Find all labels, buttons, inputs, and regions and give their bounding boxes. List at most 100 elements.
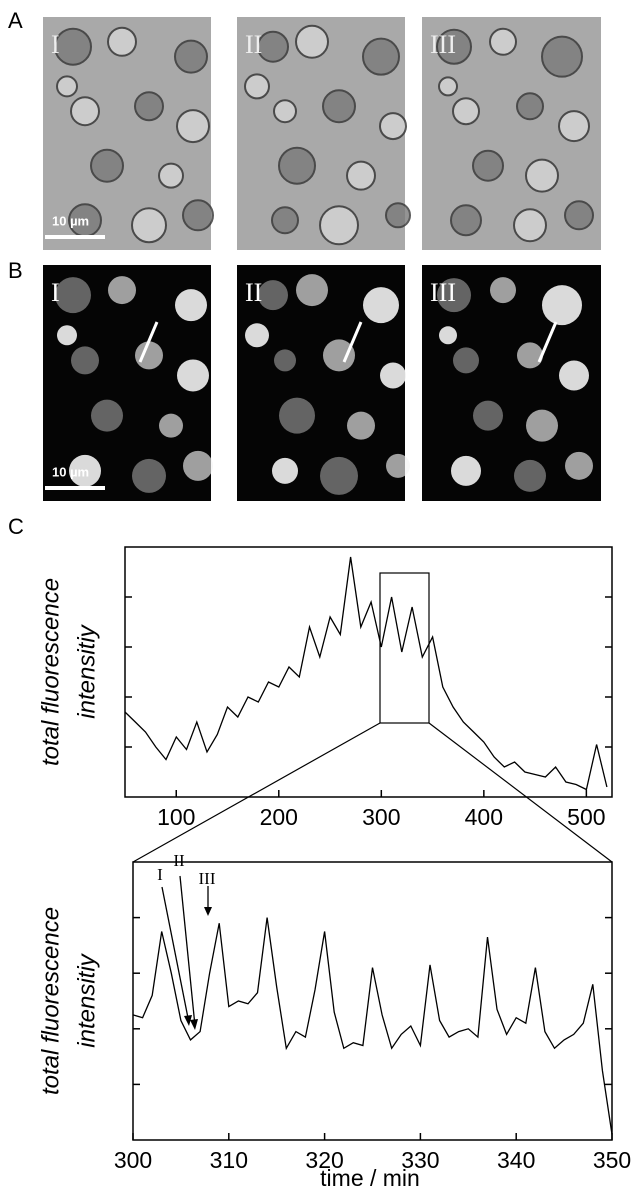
cell <box>108 276 136 305</box>
cell <box>473 400 503 431</box>
cell <box>565 451 593 480</box>
cells <box>245 274 410 495</box>
cell <box>272 457 298 484</box>
cell <box>258 280 288 311</box>
cell <box>489 27 517 56</box>
cells <box>437 277 593 492</box>
cell <box>319 205 359 246</box>
cell <box>131 207 167 244</box>
cell <box>91 399 123 432</box>
cell <box>278 146 316 185</box>
cell <box>380 362 406 389</box>
image-label: III <box>430 30 456 59</box>
cell <box>90 148 124 183</box>
image-label: I <box>51 278 60 307</box>
cell <box>323 339 355 372</box>
annotation: III <box>199 869 216 888</box>
cell <box>362 37 400 76</box>
x-tick-label: 330 <box>401 1147 439 1173</box>
data-line <box>124 556 608 791</box>
arrow <box>537 321 558 363</box>
cell <box>244 73 270 100</box>
cell <box>56 75 78 98</box>
cell <box>183 450 213 481</box>
x-tick-label: 310 <box>210 1147 248 1173</box>
cell <box>257 30 289 63</box>
panel-letter: C <box>8 514 24 539</box>
cell <box>176 109 210 144</box>
cell <box>559 360 589 391</box>
zoom-indicator <box>132 572 613 863</box>
scale-bar-label: 10 µm <box>52 464 89 479</box>
cell <box>541 35 583 78</box>
cell <box>437 278 471 313</box>
panel-letter: B <box>8 258 23 283</box>
image-label: III <box>430 278 456 307</box>
cell <box>450 204 482 237</box>
cell <box>322 89 356 124</box>
cell <box>158 162 184 189</box>
cell <box>182 199 214 232</box>
x-tick-label: 400 <box>465 804 503 830</box>
cell <box>386 453 410 478</box>
cells <box>244 24 411 246</box>
cell <box>175 289 207 322</box>
x-axis-label: time / min <box>320 1165 420 1191</box>
cells <box>54 26 214 244</box>
cell <box>453 347 479 374</box>
cell <box>517 342 543 369</box>
cell <box>295 24 329 59</box>
y-axis-label: total fluorescence <box>37 578 64 766</box>
cell <box>273 99 297 124</box>
annotation-arrows <box>161 875 209 1027</box>
cell <box>438 76 458 97</box>
cell <box>271 206 299 235</box>
cell <box>134 91 164 122</box>
x-tick-label: 500 <box>567 804 605 830</box>
plot-frame <box>132 861 613 1141</box>
cell <box>363 287 399 324</box>
annotation: II <box>173 851 185 870</box>
image-label: II <box>245 30 262 59</box>
data-line <box>132 917 613 1135</box>
y-axis-label: total fluorescence <box>37 907 64 1095</box>
cell <box>279 397 315 434</box>
cell <box>385 202 411 229</box>
arrow <box>342 321 363 363</box>
arrow <box>138 321 159 363</box>
cell <box>57 325 77 346</box>
cell <box>347 411 375 440</box>
cell <box>159 413 183 438</box>
x-tick-label: 320 <box>305 1147 343 1173</box>
cell <box>439 326 457 345</box>
cell <box>558 110 590 143</box>
arrow-heads <box>184 907 212 1030</box>
cell <box>514 459 546 492</box>
cell <box>525 158 559 193</box>
cell <box>564 200 594 231</box>
cell <box>346 160 376 191</box>
cells <box>436 27 594 243</box>
cell <box>245 323 269 348</box>
cell <box>135 341 163 370</box>
cell <box>452 97 480 126</box>
cell <box>71 346 99 375</box>
cells <box>55 276 213 493</box>
scale-bar-label: 10 µm <box>52 213 89 228</box>
x-tick-label: 340 <box>497 1147 535 1173</box>
cell <box>274 349 296 372</box>
cell <box>490 277 516 304</box>
cell <box>436 28 472 65</box>
cell <box>54 27 92 66</box>
image-label: I <box>51 30 60 59</box>
panel-letter: A <box>8 8 23 33</box>
cell <box>542 285 582 326</box>
y-axis-label: intensitiy <box>73 952 100 1047</box>
cell <box>69 454 101 487</box>
cell <box>177 359 209 392</box>
cell <box>70 96 100 127</box>
x-tick-label: 100 <box>157 804 195 830</box>
x-tick-label: 300 <box>362 804 400 830</box>
x-tick-label: 300 <box>114 1147 152 1173</box>
